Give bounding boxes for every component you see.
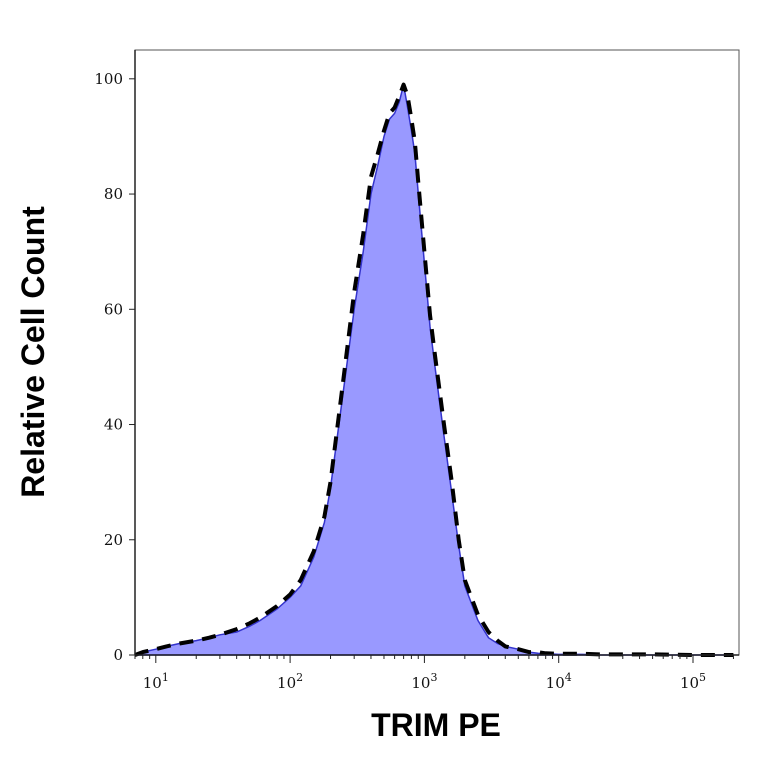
x-tick-label: 105: [680, 671, 706, 692]
y-tick-label: 0: [113, 646, 123, 664]
y-tick-label: 40: [104, 416, 123, 434]
series-0-filled-area: [134, 84, 734, 656]
x-tick-label: 101: [143, 671, 169, 692]
x-tick-label: 103: [411, 671, 437, 692]
tick-layer: 0 20 40 60 80 100 101 102 103 104 105: [94, 70, 734, 692]
x-axis-title: TRIM PE: [371, 707, 501, 743]
series-layer: [134, 82, 734, 657]
x-tick-label: 104: [546, 671, 572, 692]
y-tick-label: 80: [104, 185, 123, 203]
x-tick-label: 102: [277, 671, 303, 692]
y-tick-label: 60: [104, 300, 123, 318]
y-axis-title: Relative Cell Count: [15, 206, 51, 498]
y-tick-label: 100: [94, 70, 123, 88]
series-1-dashed-line: [134, 82, 734, 657]
y-tick-label: 20: [104, 531, 123, 549]
